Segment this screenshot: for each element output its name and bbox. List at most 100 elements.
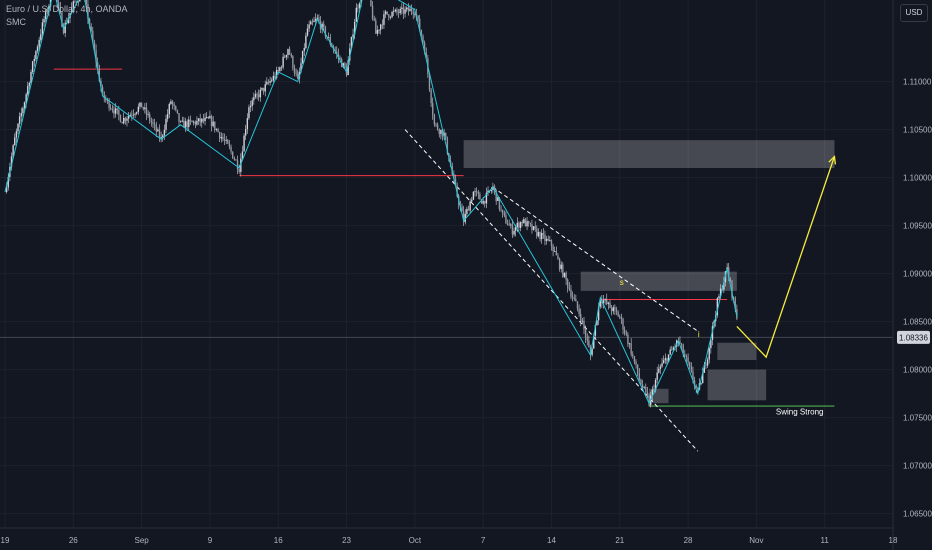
candle-body-80 — [136, 112, 138, 114]
candle-body-238 — [393, 11, 395, 13]
currency-button[interactable]: USD — [900, 4, 928, 22]
candle-body-325 — [534, 226, 536, 229]
candle-body-170 — [282, 56, 284, 68]
candle-body-322 — [529, 223, 532, 225]
candle-body-300 — [493, 186, 496, 191]
candle-body-1 — [7, 176, 9, 188]
levels — [0, 68, 893, 407]
candle-body-380 — [623, 329, 626, 334]
candle-body-229 — [378, 29, 380, 31]
zone-3 — [717, 342, 757, 360]
y-tick-label-4: 1.09000 — [903, 270, 932, 279]
candle-body-400 — [656, 372, 658, 380]
candle-body-352 — [578, 308, 580, 315]
candle-body-239 — [394, 9, 397, 12]
candle-body-335 — [550, 240, 553, 246]
candle-body-314 — [516, 222, 519, 228]
candle-body-33 — [59, 6, 61, 13]
candle-body-61 — [105, 98, 107, 100]
candle-body-213 — [352, 34, 354, 37]
candle-body-437 — [716, 298, 719, 316]
candle-body-152 — [253, 97, 255, 101]
candle-body-284 — [467, 208, 470, 211]
candle-body-360 — [591, 348, 593, 355]
price-axis[interactable]: 1.11000 1.10500 1.10000 1.09500 1.09000 1.085… — [892, 0, 932, 550]
candle-body-228 — [376, 30, 379, 34]
candle-body-383 — [628, 343, 631, 345]
candle-body-345 — [567, 279, 569, 288]
candle-body-244 — [402, 7, 405, 14]
candle-body-257 — [423, 42, 426, 53]
candle-body-45 — [79, 0, 81, 2]
candle-body-281 — [462, 211, 465, 223]
candle-body-17 — [33, 58, 35, 62]
swing-zigzag — [4, 0, 738, 405]
candle-body-409 — [671, 349, 673, 351]
candle-body-291 — [479, 193, 481, 200]
candle-body-67 — [114, 108, 117, 114]
candle-body-282 — [464, 213, 466, 223]
candle-body-0 — [5, 187, 8, 192]
candle-body-311 — [511, 224, 514, 235]
candle-body-348 — [571, 296, 574, 298]
candle-body-116 — [194, 121, 196, 125]
candle-body-351 — [576, 301, 579, 309]
candle-body-449 — [736, 309, 738, 319]
candle-body-324 — [532, 226, 535, 230]
candle-body-76 — [129, 114, 131, 116]
candle-body-340 — [558, 258, 561, 269]
candle-body-236 — [389, 16, 392, 18]
candle-body-376 — [617, 312, 619, 317]
time-axis[interactable]: 19 26 Sep 9 16 23 Oct 7 14 21 28 Nov 11 18 — [0, 527, 898, 545]
candle-body-117 — [196, 121, 198, 125]
candle-body-187 — [310, 21, 312, 25]
candle-body-416 — [682, 344, 684, 354]
candle-body-415 — [680, 343, 683, 345]
candle-body-212 — [350, 36, 353, 49]
candle-body-406 — [666, 358, 668, 362]
candle-body-241 — [397, 12, 400, 14]
candle-body-65 — [111, 108, 114, 111]
grid-lines — [0, 0, 894, 528]
candle-body-260 — [428, 74, 431, 90]
candle-body-387 — [635, 361, 637, 365]
candle-body-78 — [132, 114, 135, 116]
zone-1 — [463, 140, 835, 168]
candle-body-131 — [218, 132, 221, 139]
candle-body-146 — [243, 135, 245, 152]
candle-body-407 — [667, 354, 670, 362]
candle-body-306 — [503, 212, 505, 216]
swing-lines — [4, 0, 738, 405]
candle-body-424 — [695, 385, 697, 388]
candle-body-99 — [166, 114, 169, 119]
candle-body-354 — [581, 320, 584, 322]
candle-body-394 — [646, 391, 649, 397]
candle-body-288 — [474, 191, 476, 193]
candle-body-225 — [371, 5, 374, 19]
price-tag-box — [897, 330, 930, 344]
candle-body-339 — [557, 255, 559, 259]
candle-body-162 — [269, 81, 271, 83]
candle-body-292 — [480, 199, 483, 204]
candle-body-317 — [521, 222, 523, 224]
candle-body-143 — [238, 169, 240, 172]
candle-body-121 — [202, 118, 205, 122]
candle-body-267 — [440, 129, 442, 134]
x-tick-label-10: 28 — [684, 536, 693, 545]
candle-body-81 — [137, 106, 140, 113]
candle-body-49 — [85, 0, 88, 5]
candle-body-331 — [544, 234, 546, 241]
candle-body-319 — [524, 219, 527, 227]
candle-body-72 — [123, 117, 125, 124]
candle-body-405 — [664, 358, 667, 361]
candle-body-95 — [160, 137, 162, 138]
candle-body-285 — [469, 201, 471, 211]
candle-body-265 — [436, 124, 439, 130]
candle-body-174 — [288, 49, 291, 55]
candle-body-347 — [570, 289, 572, 297]
candle-body-130 — [217, 129, 219, 133]
candle-body-100 — [168, 103, 170, 115]
candle-body-332 — [545, 238, 548, 241]
y-tick-label-6: 1.08000 — [903, 366, 932, 375]
